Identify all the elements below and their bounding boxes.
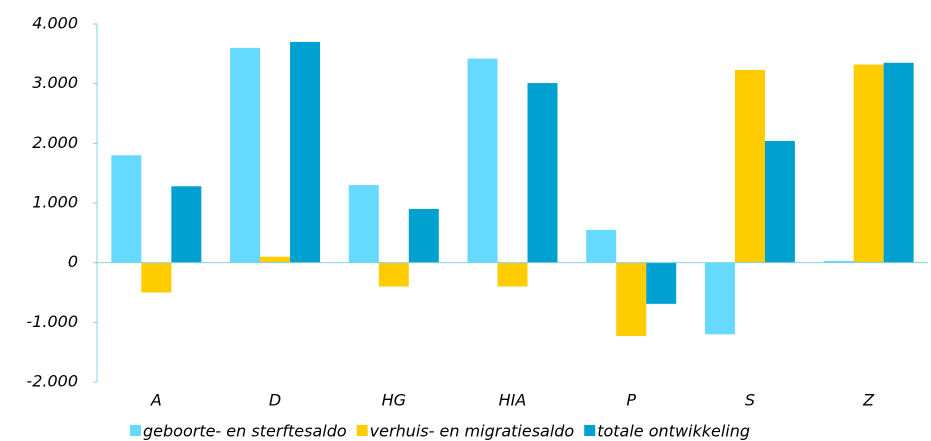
- bar: [734, 69, 765, 263]
- legend-label: totale ontwikkeling: [597, 422, 750, 441]
- x-tick-label: HG: [382, 391, 406, 410]
- bar: [141, 262, 172, 293]
- x-tick-label: HIA: [499, 391, 527, 410]
- legend-label: verhuis- en migratiesaldo: [370, 422, 575, 441]
- legend-label: geboorte- en sterftesaldo: [143, 422, 347, 441]
- x-tick-label: D: [269, 391, 281, 410]
- bar: [467, 58, 498, 263]
- y-tick-label: 4.000: [32, 14, 78, 33]
- bar: [704, 262, 735, 335]
- y-tick-label: 3.000: [32, 73, 78, 92]
- bar: [764, 140, 795, 263]
- y-tick-label: 1.000: [32, 193, 78, 212]
- bar: [348, 185, 379, 263]
- legend-swatch: [130, 425, 141, 436]
- legend-swatch: [356, 425, 368, 436]
- bar: [290, 41, 321, 263]
- bar: [260, 256, 291, 263]
- bar: [408, 208, 439, 263]
- bar: [378, 262, 409, 287]
- bar: [230, 47, 261, 263]
- bar: [853, 64, 884, 263]
- y-tick-label: 2.000: [32, 133, 78, 152]
- x-tick-label: P: [626, 391, 636, 410]
- legend-swatch: [584, 425, 596, 436]
- bar: [527, 83, 558, 263]
- bar: [646, 262, 677, 304]
- bar: [616, 262, 647, 337]
- bar: [171, 186, 202, 263]
- bar: [497, 262, 528, 287]
- y-tick-label: 0: [68, 252, 78, 271]
- bar: [823, 260, 854, 263]
- bar: [586, 229, 617, 263]
- y-tick-label: -1.000: [26, 312, 78, 331]
- x-tick-label: A: [150, 391, 162, 410]
- x-tick-label: S: [745, 391, 755, 410]
- bar: [111, 155, 142, 263]
- y-tick-label: -2.000: [26, 372, 78, 391]
- x-tick-label: Z: [862, 391, 875, 410]
- bar: [883, 62, 914, 263]
